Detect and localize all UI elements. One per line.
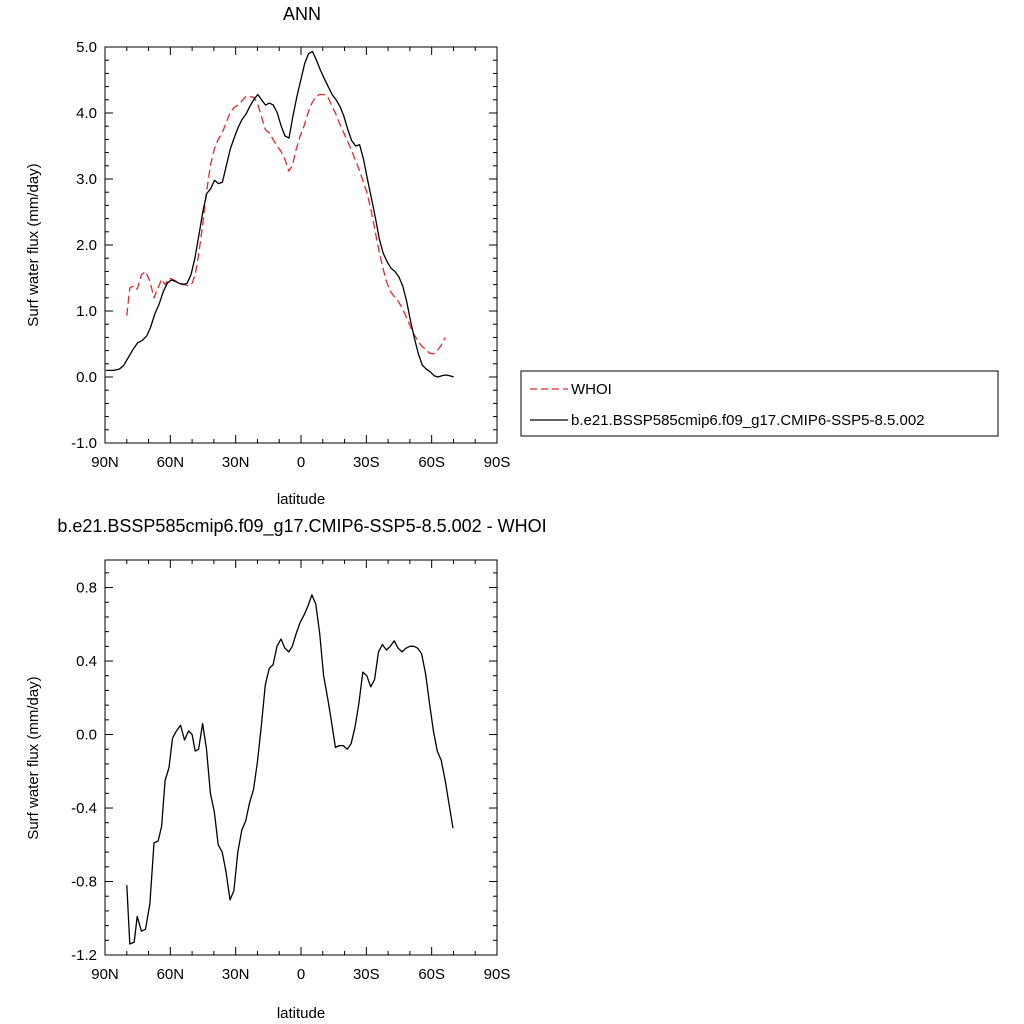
p2-y-tick-label: 0.8 xyxy=(76,580,97,597)
p1-x-tick-label: 0 xyxy=(297,454,305,471)
panel-2-x-axis-label: latitude xyxy=(277,1005,325,1022)
p2-x-tick-label: 60N xyxy=(157,966,185,983)
p1-x-tick-label: 90N xyxy=(91,454,119,471)
panel-1-y-axis: -1.0 0.0 1.0 2.0 3.0 4.0 5.0 xyxy=(71,39,497,452)
p2-x-tick-label: 90S xyxy=(484,966,511,983)
panel-2-title: b.e21.BSSP585cmip6.f09_g17.CMIP6-SSP5-8.… xyxy=(57,516,546,537)
p2-y-tick-label: -0.8 xyxy=(71,874,97,891)
p1-x-tick-label: 30S xyxy=(353,454,380,471)
panel-2-x-axis: 90N 60N 30N 0 30S 60S 90S xyxy=(91,560,510,983)
panel-1: ANN -1.0 0.0 1.0 2.0 3.0 4.0 5.0 90N 60N 30N 0 30S… xyxy=(25,4,999,508)
p1-y-tick-label: 1.0 xyxy=(76,303,97,320)
p2-x-tick-label: 30S xyxy=(353,966,380,983)
panel-1-y-axis-label: Surf water flux (mm/day) xyxy=(25,163,42,326)
legend-label-model: b.e21.BSSP585cmip6.f09_g17.CMIP6-SSP5-8.… xyxy=(571,412,925,429)
panel-1-x-axis-label: latitude xyxy=(277,491,325,508)
panel-1-plot-area xyxy=(106,50,454,378)
panel-2-plot-area xyxy=(126,594,454,945)
panel-1-legend: WHOI b.e21.BSSP585cmip6.f09_g17.CMIP6-SS… xyxy=(520,370,999,437)
legend-frame xyxy=(520,370,999,437)
p2-y-tick-label: 0.4 xyxy=(76,653,97,670)
legend-label-whoi: WHOI xyxy=(571,381,612,398)
panel-2-plot-frame xyxy=(104,559,498,956)
panel-1-title: ANN xyxy=(283,4,321,24)
p2-x-tick-label: 30N xyxy=(222,966,250,983)
p1-x-tick-label: 30N xyxy=(222,454,250,471)
p2-x-tick-label: 0 xyxy=(297,966,305,983)
p2-y-tick-label: -0.4 xyxy=(71,800,97,817)
p2-x-tick-label: 90N xyxy=(91,966,119,983)
p1-y-tick-label: -1.0 xyxy=(71,435,97,452)
p1-y-tick-label: 3.0 xyxy=(76,171,97,188)
p1-x-tick-label: 90S xyxy=(484,454,511,471)
p2-y-tick-label: 0.0 xyxy=(76,727,97,744)
p1-x-tick-label: 60N xyxy=(157,454,185,471)
p1-y-tick-label: 2.0 xyxy=(76,237,97,254)
p1-series-line-0 xyxy=(126,93,446,355)
p2-x-tick-label: 60S xyxy=(418,966,445,983)
panel-1-plot-frame xyxy=(104,46,498,444)
p1-series-line-1 xyxy=(106,50,454,378)
p1-y-tick-label: 5.0 xyxy=(76,39,97,56)
panel-2-y-axis: -1.2 -0.8 -0.4 0.0 0.4 0.8 xyxy=(71,572,497,964)
p2-series-line-0 xyxy=(126,594,454,945)
p1-y-tick-label: 4.0 xyxy=(76,105,97,122)
p1-x-tick-label: 60S xyxy=(418,454,445,471)
panel-2: b.e21.BSSP585cmip6.f09_g17.CMIP6-SSP5-8.… xyxy=(25,516,547,1022)
p1-y-tick-label: 0.0 xyxy=(76,369,97,386)
panel-1-x-axis: 90N 60N 30N 0 30S 60S 90S xyxy=(91,47,510,471)
p2-y-tick-label: -1.2 xyxy=(71,947,97,964)
panel-2-y-axis-label: Surf water flux (mm/day) xyxy=(25,676,42,839)
